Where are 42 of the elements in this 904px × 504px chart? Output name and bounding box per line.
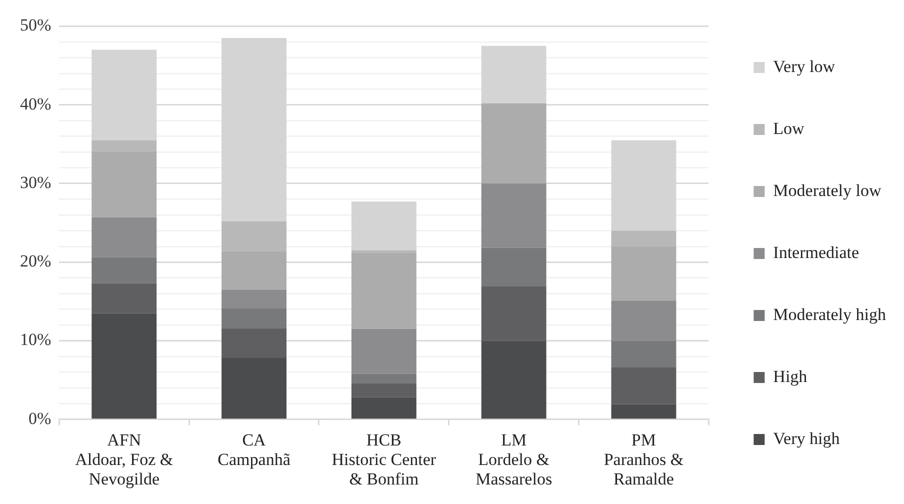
bar: [351, 383, 416, 398]
bar: [481, 46, 546, 104]
legend-label: Moderately high: [773, 304, 886, 324]
x-tick-label: AFN Aldoar, Foz & Nevogilde: [75, 430, 174, 489]
legend-label: Low: [773, 118, 806, 138]
bar: [481, 286, 546, 341]
bar: [351, 374, 416, 384]
legend-label: Very low: [773, 56, 836, 76]
bar: [481, 248, 546, 286]
bar: [351, 202, 416, 250]
bar: [222, 290, 286, 308]
bar: [481, 103, 546, 184]
legend-label: Intermediate: [773, 242, 860, 262]
x-tick-label: HCB Historic Center & Bonfim: [332, 430, 436, 489]
bar: [351, 328, 416, 374]
bar: [92, 283, 157, 314]
x-tick-label: PM Paranhos & Ramalde: [604, 430, 684, 489]
bar: [481, 183, 546, 248]
x-tick-label: LM Lordelo & Massarelos: [476, 430, 552, 489]
legend-label: High: [773, 366, 808, 386]
bar: [351, 252, 416, 329]
legend-label: Moderately low: [773, 180, 882, 200]
bar: [611, 340, 676, 368]
bar: [222, 328, 286, 358]
bar: [92, 313, 157, 419]
bar: [92, 257, 157, 284]
bar: [611, 367, 676, 404]
bar: [481, 340, 546, 419]
y-tick-label: 30%: [20, 172, 52, 192]
x-tick-label: CA Campanhã: [218, 430, 291, 470]
bar: [611, 300, 676, 341]
y-tick-label: 40%: [20, 94, 52, 114]
bar: [611, 404, 676, 419]
y-tick-label: 10%: [20, 330, 52, 350]
legend-label: Very high: [773, 428, 840, 448]
y-tick-label: 20%: [20, 252, 52, 271]
bar: [351, 397, 416, 419]
y-tick-label: 50%: [20, 16, 52, 35]
bar: [92, 217, 157, 258]
bar: [222, 358, 286, 419]
bar: [222, 308, 286, 328]
y-tick-label: 0%: [28, 408, 52, 428]
